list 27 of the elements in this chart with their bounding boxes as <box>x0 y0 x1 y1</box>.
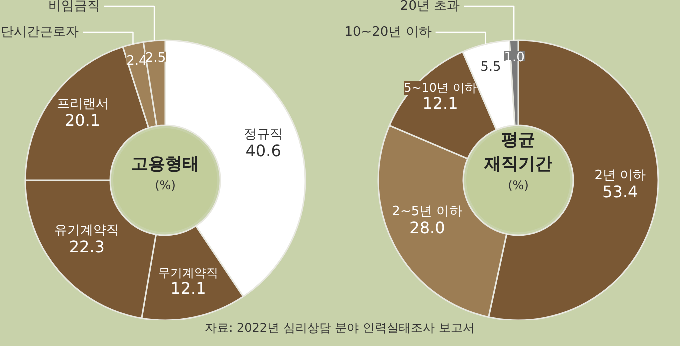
data-label: 2.4 <box>126 54 148 69</box>
slice-label: 무기계약직 <box>158 266 218 280</box>
slice-label: 5~10년 이하 <box>404 80 477 95</box>
slice-label: 2년 이하 <box>594 168 646 184</box>
slice-label: 단시간근로자 <box>1 25 80 40</box>
text: (%) <box>508 178 529 192</box>
slice-label: 2~5년 이하 <box>392 204 463 220</box>
slice-label: 10~20년 이하 <box>344 25 432 40</box>
data-label: 12.1 <box>170 279 206 298</box>
data-label: 5.5 <box>480 60 502 75</box>
data-label: 28.0 <box>410 218 446 238</box>
data-label: 20.1 <box>64 110 101 130</box>
text: 자료: 2022년 심리상담 분야 인력실태조사 보고서 <box>205 320 475 337</box>
slice-label: 20년 초과 <box>400 0 460 14</box>
data-label: 1.0 <box>504 50 525 66</box>
data-label: 40.6 <box>246 142 282 161</box>
slice-label: 유기계약직 <box>54 224 120 239</box>
slice-label: 비임금직 <box>48 0 101 14</box>
data-label: 22.3 <box>69 238 105 257</box>
text: 평균 재직기간 <box>484 130 552 174</box>
data-label: 53.4 <box>602 182 638 202</box>
data-label: 12.1 <box>422 94 458 113</box>
data-label: 2.5 <box>145 50 166 66</box>
slice-label: 정규직 <box>244 128 284 143</box>
slice-label: 프리랜서 <box>56 96 109 112</box>
text: (%) <box>155 178 176 192</box>
text: 고용형태 <box>132 154 200 174</box>
